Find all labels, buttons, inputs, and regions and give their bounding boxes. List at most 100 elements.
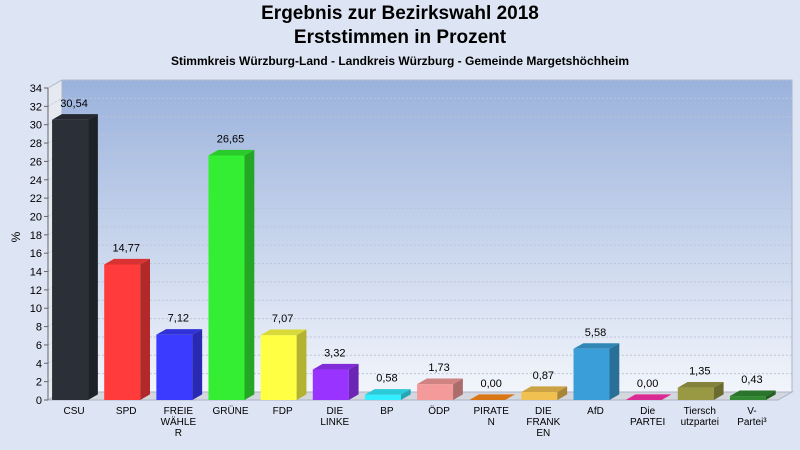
bar-side [244,149,255,400]
y-tick-label: 10 [30,303,42,315]
bar: 3,32 [312,348,359,400]
bar-front [521,392,558,400]
bar-front [208,155,245,400]
bar: 0,43 [729,374,776,400]
bar-front [260,335,297,400]
y-tick-label: 6 [36,340,42,352]
bar-top [52,114,98,120]
y-tick-label: 2 [36,377,42,389]
bar: 0,58 [364,373,411,400]
bar-value-label: 26,65 [217,133,245,145]
bars: 30,54 14,77 7,12 26,65 7,07 3,32 0,58 1,73 0,00 0… [52,98,776,401]
bar-side [557,386,568,400]
y-tick-label: 8 [36,322,42,334]
bar-front [156,334,193,400]
bar-value-label: 0,87 [533,370,554,382]
x-tick-label: FDP [273,406,293,417]
bar-front [729,396,766,400]
y-tick-label: 12 [30,285,42,297]
bar-front [677,387,714,400]
bar-value-label: 0,00 [637,378,658,390]
y-tick-label: 20 [30,211,42,223]
bar-value-label: 1,73 [428,362,449,374]
bar: 1,73 [417,362,463,400]
bar: 0,87 [521,370,568,400]
x-tick-label: SPD [116,406,137,417]
bar-side [140,258,151,400]
x-tick-label: DIE LINKE [320,406,349,428]
bar-side [453,378,463,400]
bar-top [260,329,307,336]
bar-value-label: 0,58 [376,373,397,385]
grid-line [47,79,792,89]
bar-top [573,343,620,349]
y-tick-label: 24 [30,175,42,187]
bar: 0,00 [469,378,516,400]
chart-title-line2: Erststimmen in Prozent [293,27,507,48]
bar: 5,58 [573,327,620,400]
x-tick-label: DIE FRANK EN [526,406,560,439]
bar-value-label: 0,00 [481,378,502,390]
bar-front [312,369,349,400]
x-tick-label: V-Partei³ [737,406,767,428]
y-tick-label: 22 [30,193,42,205]
bar-side [609,343,620,400]
bar-top [729,390,776,397]
bar-value-label: 7,07 [272,313,293,325]
y-tick-label: 4 [36,358,42,370]
bar-top [469,394,516,400]
x-tick-label: Tiersch utzpartei [681,406,719,428]
bar-top [625,394,672,400]
bar: 14,77 [104,242,151,400]
bar-value-label: 3,32 [324,348,345,360]
bar-front [573,348,610,400]
bar: 1,35 [677,366,724,400]
x-tick-label: Die PARTEI [630,406,665,428]
bar-side [192,329,203,400]
x-axis: CSU SPD FREIE WÄHLE R GRÜNE FDP DIE LINKE BP ÖDP PI… [64,405,768,439]
bar-side [88,114,98,401]
bar-front [52,119,89,401]
x-tick-label: GRÜNE [212,405,248,417]
chart-subtitle: Stimmkreis Würzburg-Land - Landkreis Wür… [170,54,630,68]
y-tick-label: 14 [30,267,42,279]
bar: 7,12 [156,313,203,400]
bar-side [713,382,724,400]
bar-top [208,149,255,156]
bar-top [156,329,203,335]
bar: 30,54 [52,98,98,401]
bar-side [765,390,776,400]
bar-top [677,382,724,388]
bar-top [364,389,411,395]
x-tick-label: ÖDP [428,405,450,417]
bar-top [104,258,151,265]
bar: 26,65 [208,133,255,400]
bar: 7,07 [260,313,307,400]
chart-title: Ergebnis zur Bezirkswahl 2018 [261,3,539,24]
y-tick-label: 16 [30,248,42,260]
bar-side [296,329,307,400]
bar-value-label: 30,54 [60,98,88,110]
grid-line [47,97,792,107]
bar-top [417,378,463,385]
bar-value-label: 1,35 [689,366,710,378]
y-tick-label: 30 [30,120,42,132]
bar-value-label: 14,77 [112,242,140,254]
bar-top [312,363,359,370]
bar-top [521,386,568,393]
x-tick-label: AfD [587,406,604,417]
bar-front [417,384,454,400]
y-tick-label: 32 [30,101,42,113]
x-tick-label: FREIE WÄHLE R [161,406,197,439]
bar-side [400,389,411,400]
y-tick-label: 34 [30,83,42,95]
bar: 0,00 [625,378,672,400]
y-tick-label: 0 [36,395,42,407]
x-tick-label: CSU [64,406,85,417]
bar-side [348,363,359,400]
bar-value-label: 5,58 [585,327,606,339]
y-tick-label: 18 [30,230,42,242]
y-axis-label: % [9,231,23,242]
bar-front [364,394,401,400]
bar-value-label: 7,12 [168,313,189,325]
